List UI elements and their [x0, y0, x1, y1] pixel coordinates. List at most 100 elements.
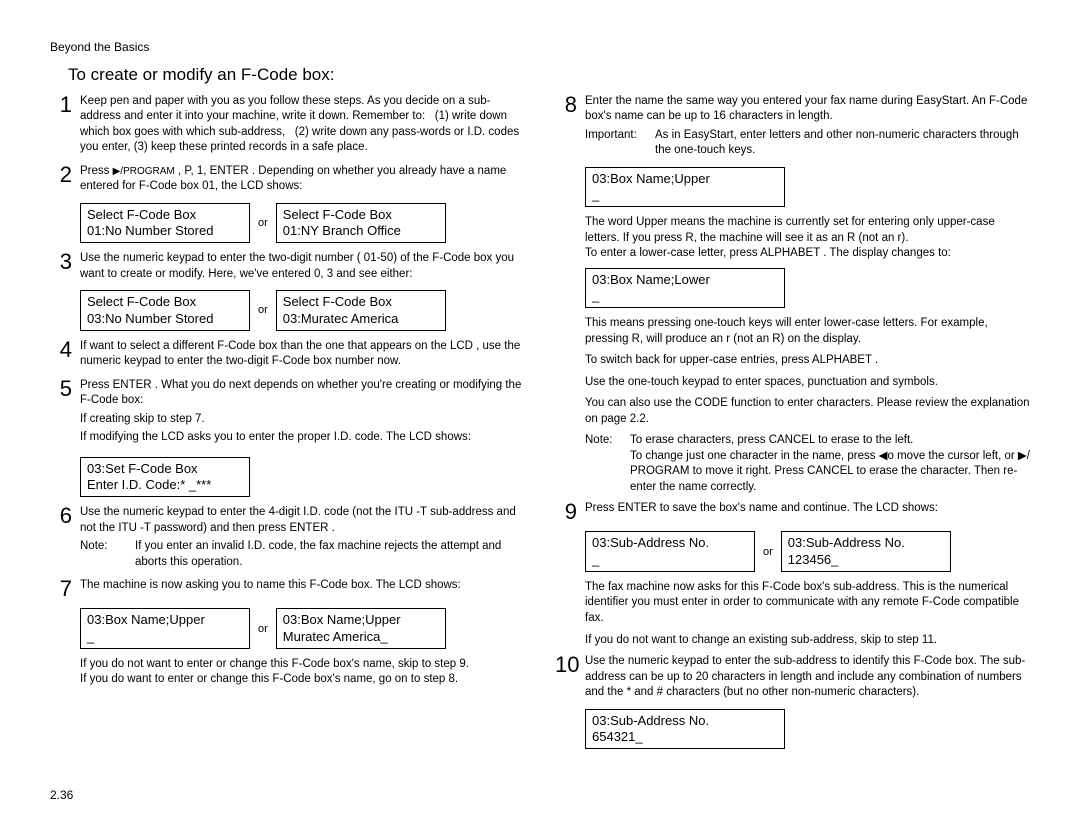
- lcd-line: Muratec America_: [283, 629, 439, 645]
- step-5: 5 Press ENTER . What you do next depends…: [50, 378, 525, 449]
- lcd-pair: 03:Box Name;Upper _ or 03:Box Name;Upper…: [80, 608, 525, 649]
- text: If creating skip to step 7.: [80, 412, 525, 428]
- lcd-line: _: [592, 187, 778, 203]
- followup-text: If you do not want to enter or change th…: [80, 657, 525, 688]
- step-1: 1 Keep pen and paper with you as you fol…: [50, 94, 525, 156]
- lcd-display: Select F-Code Box 03:Muratec America: [276, 290, 446, 331]
- step-body: Keep pen and paper with you as you follo…: [80, 94, 525, 156]
- lcd-display: 03:Sub-Address No. 123456_: [781, 531, 951, 572]
- step-8: 8 Enter the name the same way you entere…: [555, 94, 1030, 159]
- lcd-display: 03:Sub-Address No. 654321_: [585, 709, 785, 750]
- step-body: If want to select a different F-Code box…: [80, 339, 525, 370]
- lcd-display: 03:Sub-Address No. _: [585, 531, 755, 572]
- lcd-line: 03:Muratec America: [283, 311, 439, 327]
- step-body: Press ENTER . What you do next depends o…: [80, 378, 525, 449]
- step-2: 2 Press ▶/PROGRAM , P, 1, ENTER . Depend…: [50, 164, 525, 195]
- step-number: 7: [50, 578, 80, 600]
- followup-text: The word Upper means the machine is curr…: [585, 215, 1030, 262]
- lcd-line: 03:Box Name;Lower: [592, 272, 778, 288]
- text: To switch back for upper-case entries, p…: [585, 353, 1030, 369]
- play-icon: ▶/PROGRAM: [113, 166, 175, 177]
- lcd-line: 03:Sub-Address No.: [788, 535, 944, 551]
- lcd-display: Select F-Code Box 01:No Number Stored: [80, 203, 250, 244]
- lcd-single: 03:Box Name;Upper _: [585, 167, 1030, 208]
- step-6: 6 Use the numeric keypad to enter the 4-…: [50, 505, 525, 570]
- text: The fax machine now asks for this F-Code…: [585, 580, 1030, 627]
- or-label: or: [258, 216, 268, 230]
- text: This means pressing one-touch keys will …: [585, 316, 1030, 347]
- text: If you do not want to enter or change th…: [80, 657, 525, 673]
- content-columns: 1 Keep pen and paper with you as you fol…: [50, 94, 1030, 757]
- lcd-line: 03:Sub-Address No.: [592, 713, 778, 729]
- important-label: Important:: [585, 128, 655, 159]
- page-number: 2.36: [50, 788, 73, 804]
- lcd-line: 03:Box Name;Upper: [87, 612, 243, 628]
- lcd-line: 654321_: [592, 729, 778, 745]
- lcd-line: _: [592, 288, 778, 304]
- note-label: Note:: [80, 539, 135, 570]
- lcd-line: 01:No Number Stored: [87, 223, 243, 239]
- lcd-single: 03:Box Name;Lower _: [585, 268, 1030, 309]
- lcd-display: 03:Box Name;Upper Muratec America_: [276, 608, 446, 649]
- or-label: or: [763, 545, 773, 559]
- step-number: 5: [50, 378, 80, 449]
- lcd-pair: 03:Sub-Address No. _ or 03:Sub-Address N…: [585, 531, 1030, 572]
- step-number: 6: [50, 505, 80, 570]
- lcd-single: 03:Set F-Code Box Enter I.D. Code:* _***: [80, 457, 525, 498]
- note-body: To erase characters, press CANCEL to era…: [630, 433, 1030, 495]
- step-3: 3 Use the numeric keypad to enter the tw…: [50, 251, 525, 282]
- or-label: or: [258, 303, 268, 317]
- lcd-line: Select F-Code Box: [87, 207, 243, 223]
- lcd-line: Select F-Code Box: [283, 294, 439, 310]
- lcd-line: 123456_: [788, 552, 944, 568]
- lcd-line: 03:Box Name;Upper: [283, 612, 439, 628]
- lcd-pair: Select F-Code Box 03:No Number Stored or…: [80, 290, 525, 331]
- step-number: 2: [50, 164, 80, 195]
- text: The word Upper means the machine is curr…: [585, 215, 1030, 246]
- step-body: Use the numeric keypad to enter the two-…: [80, 251, 525, 282]
- text: Press: [80, 165, 113, 177]
- step-number: 4: [50, 339, 80, 370]
- step-body: Press ▶/PROGRAM , P, 1, ENTER . Dependin…: [80, 164, 525, 195]
- text: To enter a lower-case letter, press ALPH…: [585, 246, 1030, 262]
- step-body: Enter the name the same way you entered …: [585, 94, 1030, 159]
- step-body: The machine is now asking you to name th…: [80, 578, 525, 600]
- lcd-display: 03:Box Name;Lower _: [585, 268, 785, 309]
- note: Note: To erase characters, press CANCEL …: [585, 433, 1030, 495]
- text: If modifying the LCD asks you to enter t…: [80, 430, 525, 446]
- lcd-pair: Select F-Code Box 01:No Number Stored or…: [80, 203, 525, 244]
- lcd-line: Enter I.D. Code:* _***: [87, 477, 243, 493]
- note: Note: If you enter an invalid I.D. code,…: [80, 539, 525, 570]
- lcd-display: 03:Box Name;Upper _: [585, 167, 785, 208]
- text: Press ENTER . What you do next depends o…: [80, 378, 525, 409]
- text: If you do not want to change an existing…: [585, 633, 1030, 649]
- lcd-display: Select F-Code Box 03:No Number Stored: [80, 290, 250, 331]
- followup-text: This means pressing one-touch keys will …: [585, 316, 1030, 495]
- step-body: Press ENTER to save the box's name and c…: [585, 501, 1030, 523]
- text: Use the numeric keypad to enter the 4-di…: [80, 505, 525, 536]
- right-column: 8 Enter the name the same way you entere…: [555, 94, 1030, 757]
- lcd-line: 03:Box Name;Upper: [592, 171, 778, 187]
- step-number: 3: [50, 251, 80, 282]
- step-number: 1: [50, 94, 80, 156]
- important-note: Important: As in EasyStart, enter letter…: [585, 128, 1030, 159]
- step-number: 8: [555, 94, 585, 159]
- step-number: 10: [555, 654, 585, 701]
- step-body: Use the numeric keypad to enter the sub-…: [585, 654, 1030, 701]
- lcd-display: 03:Set F-Code Box Enter I.D. Code:* _***: [80, 457, 250, 498]
- left-column: 1 Keep pen and paper with you as you fol…: [50, 94, 525, 757]
- lcd-line: _: [87, 629, 243, 645]
- step-4: 4 If want to select a different F-Code b…: [50, 339, 525, 370]
- note-label: Note:: [585, 433, 630, 495]
- text: You can also use the CODE function to en…: [585, 396, 1030, 427]
- lcd-line: 03:No Number Stored: [87, 311, 243, 327]
- lcd-display: 03:Box Name;Upper _: [80, 608, 250, 649]
- note-body: If you enter an invalid I.D. code, the f…: [135, 539, 525, 570]
- text: If you do want to enter or change this F…: [80, 672, 525, 688]
- lcd-line: _: [592, 552, 748, 568]
- lcd-display: Select F-Code Box 01:NY Branch Office: [276, 203, 446, 244]
- lcd-line: 03:Set F-Code Box: [87, 461, 243, 477]
- or-label: or: [258, 622, 268, 636]
- lcd-line: 01:NY Branch Office: [283, 223, 439, 239]
- step-9: 9 Press ENTER to save the box's name and…: [555, 501, 1030, 523]
